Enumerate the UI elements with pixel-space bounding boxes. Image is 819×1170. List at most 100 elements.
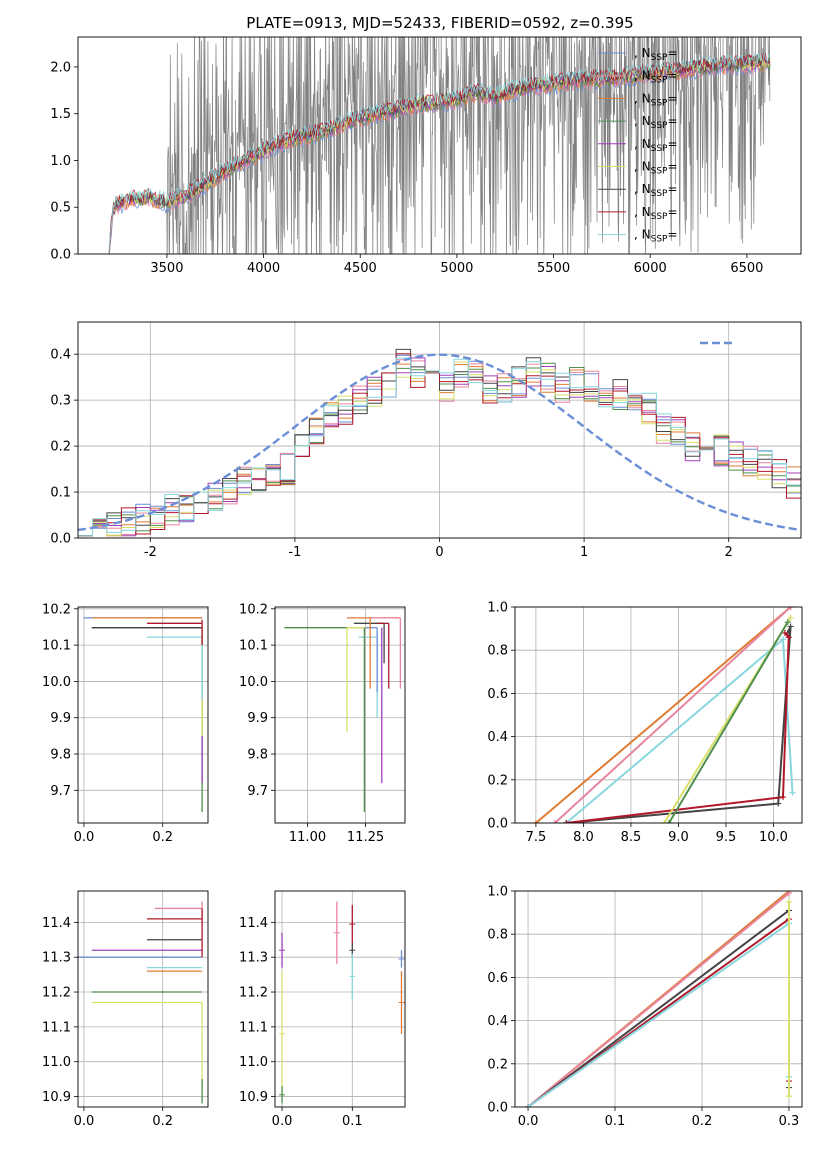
y-tick-label: 0.1 <box>50 486 71 501</box>
y-tick-label: 0.0 <box>487 1101 508 1116</box>
mass-weight-line <box>566 625 792 823</box>
y-tick-label: 10.1 <box>42 639 71 654</box>
x-tick-label: 6500 <box>730 261 763 276</box>
y-tick-label: 11.2 <box>239 986 268 1001</box>
mass-weight-line <box>668 621 789 823</box>
y-tick-label: 0.8 <box>487 928 508 943</box>
legend-nssp-prefix: , N <box>634 160 651 174</box>
legend-nssp-prefix: , N <box>634 114 651 128</box>
axes-frame <box>514 606 803 824</box>
mass-vs-metallicity-panel: 0.0 0.2 10.9 11.0 11.1 11.2 11.3 11.4 <box>42 890 209 1129</box>
x-tick-label: 0.0 <box>74 830 95 845</box>
legend-nssp-sub: SSP <box>651 189 668 199</box>
x-tick-label: 0 <box>435 545 443 560</box>
spectrum-panel: 3500 4000 4500 5000 5500 6000 6500 0.0 0.5 1.0 1.5… <box>50 36 802 276</box>
y-tick-label: 10.0 <box>42 675 71 690</box>
legend-nssp-eq: = <box>667 205 677 219</box>
mass-weight-point <box>661 820 668 823</box>
legend-nssp-sub: SSP <box>651 144 668 154</box>
y-tick-label: 11.1 <box>239 1020 268 1035</box>
mass-weight-point <box>775 800 782 807</box>
y-tick-label: 10.9 <box>42 1090 71 1105</box>
legend-nssp-prefix: , N <box>634 182 651 196</box>
legend-nssp-sub: SSP <box>651 121 668 131</box>
x-tick-label: 0.1 <box>342 1114 363 1129</box>
gridlines <box>515 606 802 824</box>
legend-nssp-prefix: , N <box>634 91 651 105</box>
y-tick-label: 10.2 <box>239 602 268 617</box>
mass-weight-vs-metallicity-panel: 0.0 0.1 0.2 0.3 0.0 0.2 0.4 0.6 0.8 1.0 <box>487 885 803 1129</box>
model-spectrum-line <box>108 56 771 254</box>
y-tick-label: 11.0 <box>239 1055 268 1070</box>
x-tick-label: 5000 <box>440 261 473 276</box>
mass-weight-point <box>785 898 792 905</box>
y-tick-label: 0.0 <box>50 248 71 263</box>
axes-frame <box>77 321 802 539</box>
mass-weight-line <box>565 637 794 823</box>
mass-weight-line <box>554 607 792 823</box>
y-tick-label: 9.7 <box>247 784 268 799</box>
axes-frame <box>77 36 802 255</box>
x-tick-label: 0.0 <box>272 1114 293 1129</box>
x-tick-label: 11.00 <box>289 830 326 845</box>
gridlines <box>275 607 405 823</box>
normal-distribution-curve <box>78 353 801 532</box>
x-tick-label: 0.1 <box>605 1114 626 1129</box>
mass-weight-line <box>527 908 790 1107</box>
mass-weight-point <box>784 619 791 626</box>
gridlines <box>78 607 208 823</box>
age-vs-mass-panel: 11.00 11.25 9.7 9.8 9.9 10.0 10.1 10.2 <box>239 602 406 845</box>
y-tick-label: 0.0 <box>487 817 508 832</box>
gridlines <box>78 891 208 1107</box>
mass-weight-point <box>785 1093 792 1100</box>
y-tick-label: 0.0 <box>50 532 71 547</box>
x-tick-label: 4000 <box>247 261 280 276</box>
y-tick-label: 9.8 <box>247 748 268 763</box>
x-tick-label: 1 <box>580 545 588 560</box>
x-tick-label: 9.0 <box>668 830 689 845</box>
y-tick-label: 10.9 <box>239 1090 268 1105</box>
legend-nssp-eq: = <box>667 114 677 128</box>
x-tick-label: -1 <box>288 545 301 560</box>
y-tick-label: 9.9 <box>50 711 71 726</box>
mass-weight-vs-age-panel: 7.5 8.0 8.5 9.0 9.5 10.0 0.0 0.2 0.4 0.6 0.8 1.0 <box>487 601 803 845</box>
mass-weight-point <box>781 629 788 636</box>
plot-area <box>78 901 203 1104</box>
y-tick-label: 1.0 <box>487 885 508 900</box>
y-tick-label: 0.6 <box>487 971 508 986</box>
legend-entry: , NSSP= <box>634 46 678 63</box>
legend-entry: , NSSP= <box>634 137 678 154</box>
model-spectrum-line <box>108 52 771 254</box>
axes-frame <box>274 890 406 1108</box>
y-tick-label: 9.7 <box>50 784 71 799</box>
legend-nssp-eq: = <box>667 182 677 196</box>
y-tick-label: 11.0 <box>42 1055 71 1070</box>
legend-nssp-sub: SSP <box>651 212 668 222</box>
legend-nssp-sub: SSP <box>651 98 668 108</box>
y-tick-label: 1.0 <box>487 601 508 616</box>
y-tick-label: 0.6 <box>487 687 508 702</box>
legend-nssp-eq: = <box>667 137 677 151</box>
y-tick-label: 0.2 <box>50 440 71 455</box>
x-tick-label: 11.25 <box>347 830 384 845</box>
mass-weight-point <box>525 1104 532 1107</box>
plot-area <box>108 37 771 254</box>
x-tick-label: 10.0 <box>759 830 788 845</box>
legend-nssp-prefix: , N <box>634 69 651 83</box>
y-tick-label: 9.8 <box>50 748 71 763</box>
legend-nssp-eq: = <box>667 228 677 242</box>
x-tick-label: -2 <box>144 545 157 560</box>
legend-nssp-prefix: , N <box>634 137 651 151</box>
mass-weight-point <box>551 820 558 823</box>
legend-nssp-prefix: , N <box>634 46 651 60</box>
x-tick-label: 0.2 <box>692 1114 713 1129</box>
axes-frame <box>77 890 209 1108</box>
y-tick-label: 10.2 <box>42 602 71 617</box>
legend-entry: , NSSP= <box>634 114 678 131</box>
x-tick-label: 2 <box>725 545 733 560</box>
legend-nssp-eq: = <box>667 91 677 105</box>
mass-weight-line <box>566 632 790 823</box>
legend-nssp-eq: = <box>667 160 677 174</box>
model-spectrum-line <box>108 58 771 254</box>
